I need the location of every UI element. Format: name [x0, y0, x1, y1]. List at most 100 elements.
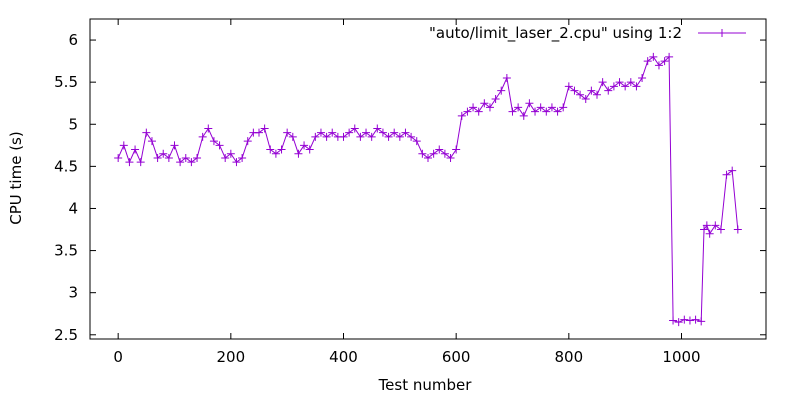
y-tick-label: 3 [68, 284, 78, 302]
data-point [395, 132, 404, 141]
x-tick-label: 600 [442, 348, 471, 366]
data-point [680, 315, 689, 324]
data-point [542, 107, 551, 116]
data-point [238, 153, 247, 162]
data-point [626, 78, 635, 87]
data-point [705, 229, 714, 238]
legend: "auto/limit_laser_2.cpu" using 1:2 [429, 24, 746, 43]
data-point [384, 132, 393, 141]
data-point [604, 86, 613, 95]
data-point [424, 153, 432, 162]
data-point [215, 141, 224, 150]
data-point [587, 86, 596, 95]
data-point [322, 132, 331, 141]
x-tick-label: 1000 [662, 348, 700, 366]
data-point [435, 145, 444, 154]
legend-point-sample [718, 29, 726, 37]
y-tick-label: 5 [68, 115, 78, 133]
data-point [665, 52, 674, 61]
data-point [463, 107, 472, 116]
data-point [502, 73, 511, 82]
data-point [722, 170, 731, 179]
data-point [638, 73, 647, 82]
data-point [593, 90, 601, 99]
data-point [181, 153, 190, 162]
data-point [491, 95, 500, 103]
data-point [204, 124, 213, 133]
data-point [193, 153, 202, 162]
data-point [373, 124, 382, 133]
data-point [697, 317, 706, 326]
data-point [547, 103, 556, 112]
data-point [474, 107, 483, 116]
data-point [283, 128, 292, 137]
data-point [654, 61, 663, 70]
data-point [581, 95, 590, 103]
data-point [243, 137, 252, 146]
data-point [660, 57, 669, 66]
data-point [305, 145, 314, 154]
x-axis-label: Test number [378, 376, 473, 394]
data-point [514, 103, 523, 112]
data-point [469, 103, 478, 112]
y-tick-label: 5.5 [54, 73, 78, 91]
data-point [311, 132, 320, 141]
data-point [401, 128, 410, 137]
legend-series-label: "auto/limit_laser_2.cpu" using 1:2 [429, 24, 682, 43]
x-axis-ticks: 0 200 400 600 800 1000 [113, 19, 701, 366]
data-point [266, 145, 275, 154]
data-point [576, 90, 585, 99]
data-point [457, 111, 466, 120]
data-point [553, 107, 562, 116]
data-point [570, 86, 579, 95]
data-point [418, 149, 427, 158]
data-point [429, 149, 438, 158]
data-point [232, 158, 241, 167]
x-tick-label: 200 [217, 348, 246, 366]
data-point [147, 137, 156, 146]
data-point [702, 221, 711, 230]
x-tick-label: 800 [555, 348, 584, 366]
data-point [294, 149, 303, 158]
data-point [632, 82, 641, 91]
data-point [649, 52, 658, 61]
data-point [198, 132, 207, 141]
data-point [119, 141, 128, 150]
data-point [350, 124, 359, 133]
series-points [114, 52, 742, 327]
data-point [452, 145, 461, 154]
data-point [711, 221, 720, 230]
data-point [728, 166, 737, 175]
data-point [519, 111, 528, 120]
x-tick-label: 400 [329, 348, 358, 366]
data-point [669, 316, 678, 325]
data-point [564, 82, 573, 91]
data-point [643, 57, 652, 66]
data-point [277, 145, 286, 154]
data-point [674, 318, 683, 327]
data-point [356, 132, 365, 141]
data-point [159, 149, 168, 158]
data-point [260, 124, 269, 133]
data-point [716, 225, 725, 234]
data-point [114, 153, 123, 162]
data-point [328, 128, 337, 137]
data-point [621, 82, 630, 91]
data-point [412, 137, 421, 146]
series-line [117, 55, 739, 323]
data-point [316, 128, 325, 137]
y-tick-label: 4.5 [54, 157, 78, 175]
data-point [508, 107, 517, 116]
data-point [615, 78, 624, 87]
data-point [440, 149, 449, 158]
data-point [187, 158, 196, 167]
data-point [339, 132, 348, 141]
data-point [536, 103, 545, 112]
data-point [367, 132, 376, 141]
data-point [485, 103, 494, 112]
data-point [131, 145, 140, 154]
y-tick-label: 2.5 [54, 326, 78, 344]
y-axis-label: CPU time (s) [7, 131, 25, 224]
data-point [271, 149, 280, 158]
